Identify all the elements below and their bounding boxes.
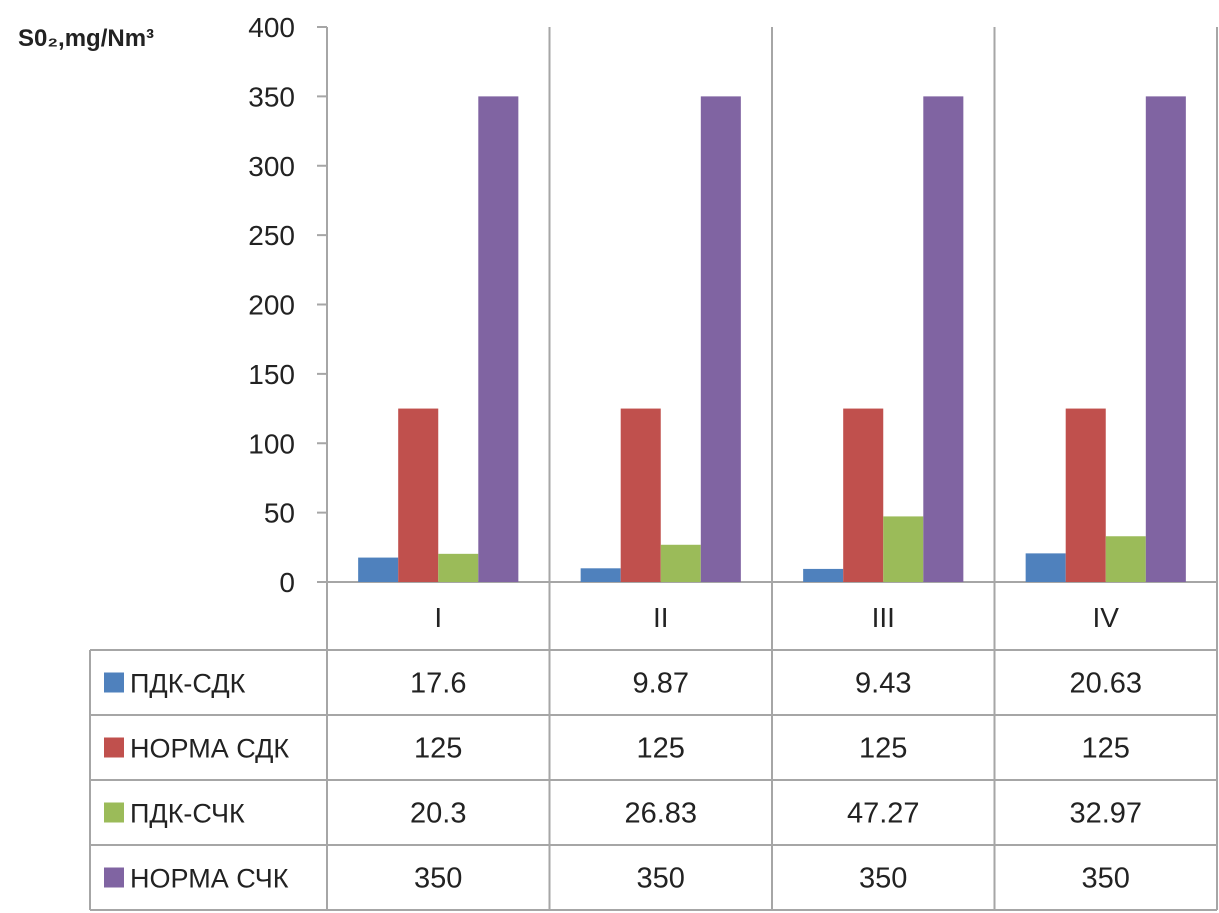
bar [700,96,741,582]
bars-layer [358,96,1186,582]
bar [1105,536,1146,582]
bar [803,568,844,582]
y-tick-label: 150 [248,359,295,390]
y-tick-label: 350 [248,81,295,112]
legend-key [104,737,124,758]
table-cell: 20.63 [1069,668,1142,700]
table-cell: 350 [1082,863,1130,895]
bar [883,516,924,582]
bar [580,568,621,582]
category-label: IV [1093,602,1120,633]
legend-label: ПДК-СЧК [130,799,245,829]
table-cell: 32.97 [1069,798,1142,830]
y-tick-label: 50 [264,498,295,529]
legend-label: НОРМА СДК [130,734,289,764]
category-labels: I II III IV [434,602,1119,633]
bar [1025,553,1066,582]
table-cell: 47.27 [847,798,920,830]
bar [660,544,701,582]
legend-label: НОРМА СЧК [130,864,289,894]
bar [438,553,479,582]
table-cell: 350 [637,863,685,895]
table-cell: 17.6 [410,668,466,700]
table-cell: 125 [414,733,462,765]
bar [620,408,661,582]
y-tick-label: 250 [248,220,295,251]
category-label: III [872,602,895,633]
table-cell: 350 [414,863,462,895]
data-table: ПДК-СДК 17.6 9.87 9.43 20.63 НОРМА СДК 125 125 1… [89,649,1217,911]
table-cell: 125 [637,733,685,765]
bar [478,96,519,582]
category-label: I [434,602,442,633]
table-cell: 26.83 [624,798,697,830]
bar [1065,408,1106,582]
table-cell: 350 [859,863,907,895]
table-cell: 9.43 [855,668,911,700]
bar [1145,96,1186,582]
y-tick-label: 300 [248,151,295,182]
legend-key [104,867,124,888]
table-cell: 125 [1082,733,1130,765]
category-label: II [653,602,669,633]
table-cell: 9.87 [633,668,689,700]
bar [398,408,439,582]
y-tick-label: 0 [279,567,295,598]
y-tick-label: 100 [248,428,295,459]
y-tick-label: 400 [248,12,295,43]
legend-key [104,802,124,823]
y-tick-label: 200 [248,290,295,321]
y-tick-labels: 0 50 100 150 200 250 300 350 400 [248,12,295,598]
table-cell: 20.3 [410,798,466,830]
bar [843,408,884,582]
table-cell: 125 [859,733,907,765]
bar [923,96,964,582]
legend-label: ПДК-СДК [130,669,246,699]
y-axis-label: S0₂,mg/Nm³ [18,25,154,52]
bar [358,557,399,582]
legend-key [104,672,124,693]
